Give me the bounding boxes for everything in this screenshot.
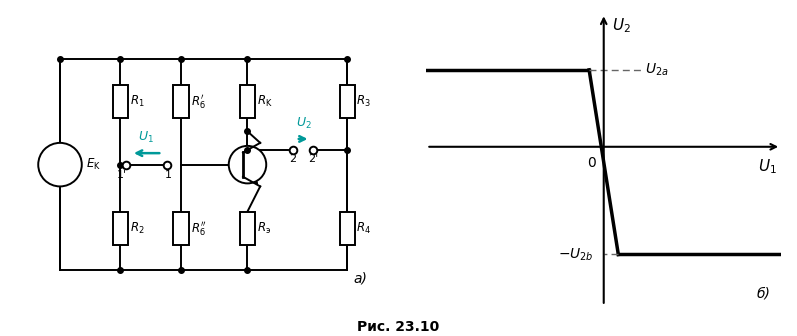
Text: $E_{\rm K}$: $E_{\rm K}$ [86, 157, 100, 172]
Circle shape [229, 146, 266, 183]
Text: $R_3$: $R_3$ [355, 94, 371, 109]
Bar [340, 85, 355, 118]
Text: $U_2$: $U_2$ [612, 16, 631, 35]
Bar [113, 212, 128, 245]
Bar [174, 85, 189, 118]
Text: 1': 1' [117, 170, 127, 180]
Text: 1: 1 [165, 170, 172, 180]
Bar [113, 85, 128, 118]
Text: $R_2$: $R_2$ [130, 221, 145, 236]
Text: $U_2$: $U_2$ [296, 116, 312, 131]
Text: 2: 2 [289, 154, 296, 164]
Text: $-U_{2b}$: $-U_{2b}$ [558, 246, 593, 263]
Text: Рис. 23.10: Рис. 23.10 [357, 320, 440, 334]
Text: а): а) [353, 271, 367, 286]
Bar [240, 212, 255, 245]
Text: 2': 2' [308, 154, 319, 164]
Text: $U_1$: $U_1$ [138, 130, 154, 145]
Text: $R_4$: $R_4$ [355, 221, 371, 236]
Circle shape [38, 143, 82, 186]
Bar [174, 212, 189, 245]
Text: $R_{\rm э}$: $R_{\rm э}$ [257, 221, 271, 236]
Text: $R_{\rm б}'$: $R_{\rm б}'$ [190, 92, 206, 111]
Bar [340, 212, 355, 245]
Text: $U_1$: $U_1$ [758, 157, 777, 176]
Bar [240, 85, 255, 118]
Text: 0: 0 [587, 156, 595, 170]
Text: $R_1$: $R_1$ [130, 94, 145, 109]
Text: $U_{2a}$: $U_{2a}$ [646, 61, 669, 78]
Text: б): б) [757, 287, 771, 301]
Text: $R_{\rm K}$: $R_{\rm K}$ [257, 94, 273, 109]
Text: $R_{\rm б}^{\prime\prime}$: $R_{\rm б}^{\prime\prime}$ [190, 219, 206, 238]
